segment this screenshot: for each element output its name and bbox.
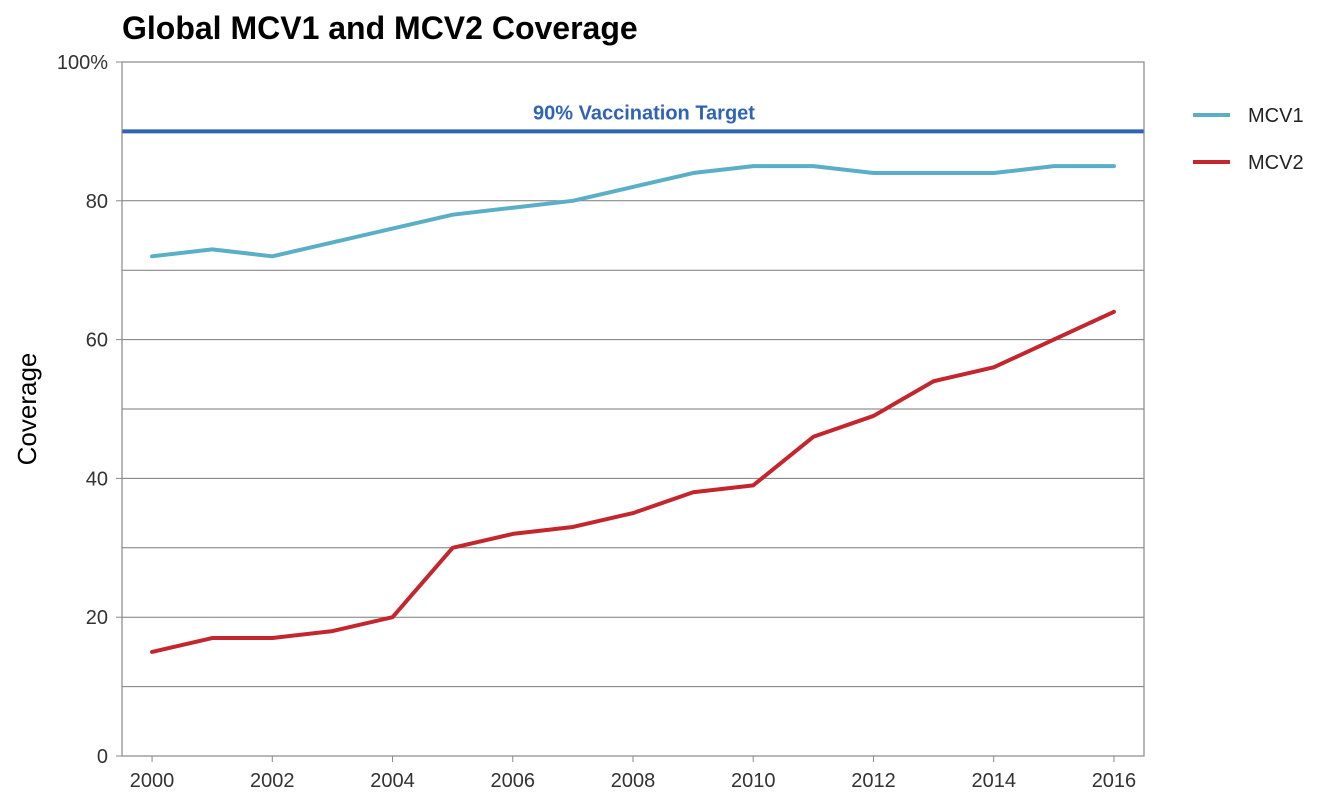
y-tick-label-20: 20 <box>86 607 108 629</box>
chart-title: Global MCV1 and MCV2 Coverage <box>122 10 638 46</box>
x-tick-label-2012: 2012 <box>851 770 896 792</box>
x-axis: 2000 2002 2004 2006 2008 2010 2012 2014 2016 <box>130 756 1136 792</box>
x-tick-label-2006: 2006 <box>491 770 536 792</box>
legend-label-mcv1: MCV1 <box>1248 105 1304 127</box>
x-tick-label-2000: 2000 <box>130 770 175 792</box>
x-tick-label-2004: 2004 <box>370 770 415 792</box>
y-tick-label-100: 100% <box>57 52 108 74</box>
series-layer <box>150 164 1116 654</box>
series-line-mcv2 <box>150 309 1116 654</box>
series-line-mcv1 <box>150 164 1116 259</box>
legend-label-mcv2: MCV2 <box>1248 152 1304 174</box>
legend: MCV1 MCV2 <box>1193 105 1304 174</box>
y-axis-title: Coverage <box>12 353 42 466</box>
y-tick-label-0: 0 <box>97 746 108 768</box>
x-tick-label-2010: 2010 <box>731 770 776 792</box>
x-tick-label-2008: 2008 <box>611 770 656 792</box>
annotation-layer: 90% Vaccination Target <box>122 102 1144 134</box>
y-tick-label-40: 40 <box>86 468 108 490</box>
x-tick-label-2002: 2002 <box>250 770 295 792</box>
target-line-label: 90% Vaccination Target <box>533 102 755 124</box>
x-tick-label-2016: 2016 <box>1092 770 1137 792</box>
y-tick-label-60: 60 <box>86 330 108 352</box>
x-tick-label-2014: 2014 <box>971 770 1016 792</box>
y-tick-label-80: 80 <box>86 191 108 213</box>
y-axis: 0 20 40 60 80 100% <box>57 52 122 768</box>
grid-layer <box>122 130 1144 688</box>
